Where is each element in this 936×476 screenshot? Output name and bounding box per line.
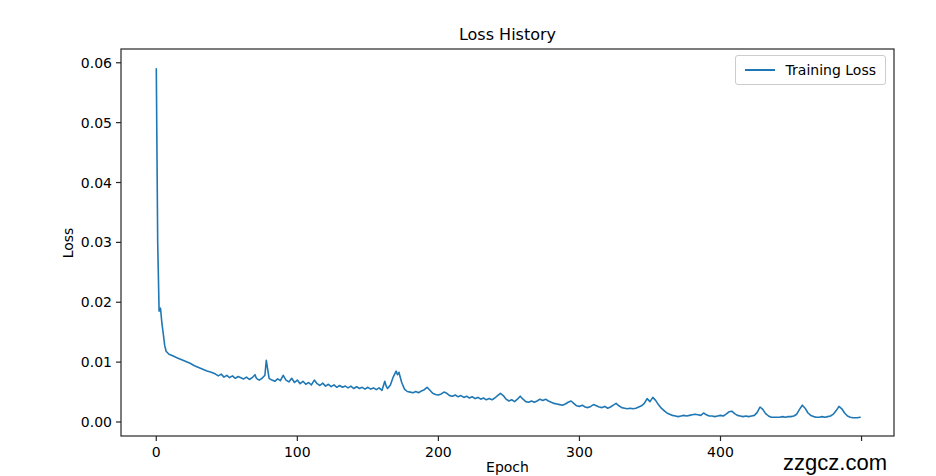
x-tick-label: 0 <box>126 444 186 460</box>
y-tick-label: 0.00 <box>48 414 112 430</box>
legend-line-sample <box>745 69 775 71</box>
x-tick-label: 100 <box>267 444 327 460</box>
watermark: zzgcz.com <box>783 450 887 476</box>
x-tick-label: 200 <box>408 444 468 460</box>
training-loss-line <box>156 69 860 418</box>
legend: Training Loss <box>735 55 886 85</box>
axis-tick-marks <box>116 63 862 441</box>
y-tick-label: 0.06 <box>48 55 112 71</box>
x-axis-label: Epoch <box>121 459 894 475</box>
figure: Loss History 0.00 0.01 0.02 0.03 0.04 0.05 0.0… <box>0 0 936 476</box>
chart-title: Loss History <box>121 25 894 44</box>
legend-label: Training Loss <box>786 62 876 78</box>
y-tick-label: 0.05 <box>48 115 112 131</box>
y-tick-label: 0.04 <box>48 175 112 191</box>
x-tick-label: 400 <box>690 444 750 460</box>
y-axis-label: Loss <box>60 228 76 259</box>
x-tick-label: 300 <box>549 444 609 460</box>
y-tick-label: 0.02 <box>48 294 112 310</box>
y-tick-label: 0.01 <box>48 354 112 370</box>
y-tick-label: 0.03 <box>48 234 112 250</box>
